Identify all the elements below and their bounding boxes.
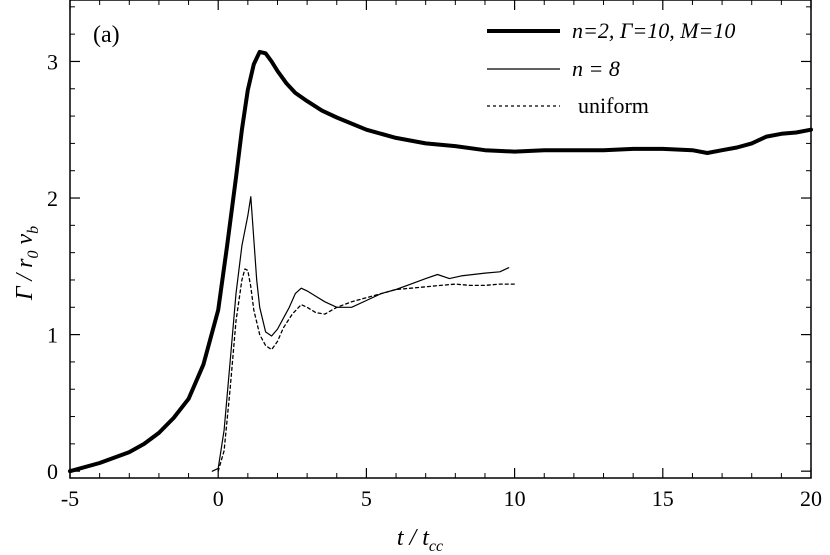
legend-label-series-2: n = 8: [572, 56, 620, 81]
x-tick-label: 5: [361, 486, 372, 511]
x-axis-label-sub: cc: [429, 538, 443, 555]
panel-label: (a): [93, 22, 120, 48]
series-layer: [68, 49, 813, 474]
axis-ticks: [69, 0, 812, 478]
x-tick-label: -5: [61, 486, 79, 511]
x-tick-label: 20: [800, 486, 822, 511]
legend-label-series-1: n=2, Γ=10, M=10: [572, 18, 735, 43]
x-tick-label: 0: [213, 486, 224, 511]
y-axis-label-sub1: 0: [25, 250, 42, 258]
series-line-2: [211, 196, 510, 472]
y-axis-label-part2: v: [12, 233, 38, 250]
legend: n=2, Γ=10, M=10 n = 8 uniform: [487, 18, 735, 118]
y-axis-label-sub2: b: [25, 226, 42, 234]
x-tick-label: 10: [504, 486, 526, 511]
x-axis-label: t / tcc: [397, 525, 443, 555]
x-tick-label: 15: [652, 486, 674, 511]
y-axis-label: Γ / r0 vb: [12, 226, 42, 301]
x-axis-label-main: t / t: [397, 525, 430, 551]
y-tick-label: 0: [47, 459, 58, 484]
y-axis-label-part1: Γ / r: [12, 258, 38, 301]
legend-label-series-3: uniform: [578, 93, 649, 118]
plot-frame: [69, 0, 812, 479]
series-line-3: [217, 268, 516, 472]
y-tick-label: 3: [47, 49, 58, 74]
series-line-1: [68, 49, 813, 474]
y-tick-label: 2: [47, 186, 58, 211]
y-tick-label: 1: [47, 323, 58, 348]
